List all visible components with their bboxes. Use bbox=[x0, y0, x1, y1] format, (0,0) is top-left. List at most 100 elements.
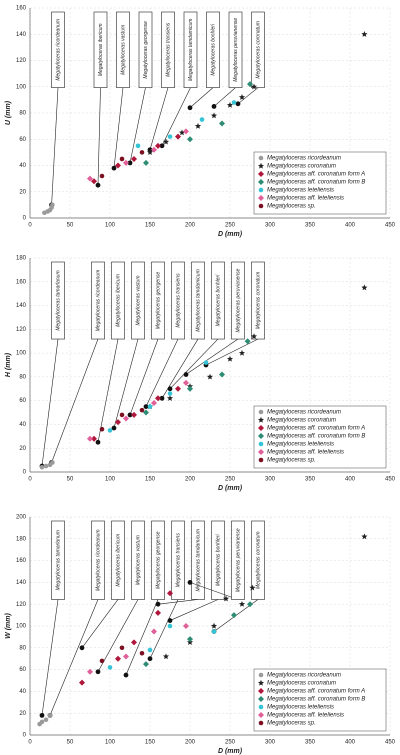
annotation-box bbox=[131, 261, 145, 340]
reference-point bbox=[159, 143, 165, 149]
point bbox=[87, 175, 93, 182]
legend-label: Megatyloceras ricordeanum bbox=[267, 410, 341, 416]
leader-line bbox=[189, 87, 214, 108]
legend-marker bbox=[258, 672, 264, 678]
point bbox=[155, 395, 161, 402]
point bbox=[167, 623, 173, 629]
legend-marker bbox=[258, 179, 264, 185]
legend-label: Megatyloceras coronatum bbox=[267, 681, 336, 687]
y-tick-label: 120 bbox=[16, 58, 27, 64]
legend-label: Megatyloceras aff. leteliensis bbox=[267, 196, 344, 202]
annotation-text: Megatyloceras transiens bbox=[175, 273, 181, 328]
annotation-text: Megatyloceras georgense bbox=[155, 272, 161, 330]
x-tick-label: 250 bbox=[225, 740, 236, 746]
point bbox=[222, 595, 230, 602]
legend-box bbox=[253, 151, 387, 215]
annotation-text: Megatyloceras transiens bbox=[175, 533, 181, 588]
annotation-text: Megatyloceras georgense bbox=[155, 531, 161, 589]
legend-marker bbox=[258, 195, 264, 201]
legend-label: Megatyloceras aff. coronatum form A bbox=[267, 426, 365, 432]
reference-point bbox=[187, 580, 193, 585]
y-axis-label: H (mm) bbox=[5, 352, 12, 377]
y-tick-label: 0 bbox=[23, 733, 27, 739]
leader-line bbox=[125, 599, 159, 676]
annotation-box bbox=[91, 520, 105, 600]
legend-marker bbox=[258, 720, 264, 726]
point bbox=[143, 409, 149, 416]
leader-line bbox=[169, 338, 219, 389]
annotation-text: Megatyloceras peruvianense bbox=[235, 528, 241, 592]
x-tick-label: 0 bbox=[28, 740, 32, 746]
legend-marker bbox=[258, 155, 264, 161]
point bbox=[167, 134, 173, 139]
leader-line bbox=[113, 338, 139, 429]
x-tick-label: 200 bbox=[185, 740, 196, 746]
annotation-text: Megatyloceras vastum bbox=[135, 276, 141, 326]
y-tick-label: 100 bbox=[16, 351, 27, 357]
point bbox=[183, 128, 189, 135]
x-tick-label: 150 bbox=[145, 740, 156, 746]
legend-label: Megatyloceras aff. coronatum form B bbox=[267, 697, 365, 703]
point bbox=[361, 284, 368, 291]
annotation-text: Megatyloceras ibericum bbox=[115, 274, 121, 327]
annotation-box bbox=[171, 261, 185, 340]
point bbox=[166, 395, 174, 401]
leader-line bbox=[51, 87, 59, 205]
x-tick-label: 50 bbox=[67, 477, 74, 483]
legend-box bbox=[253, 405, 387, 469]
y-tick-label: 20 bbox=[19, 189, 26, 195]
leader-line bbox=[169, 599, 219, 621]
point bbox=[219, 120, 225, 127]
legend-label: Megatyloceras leteliensis bbox=[267, 705, 334, 711]
annotation-box bbox=[151, 261, 165, 340]
annotation-text: Megatyloceras coronatum bbox=[255, 531, 261, 589]
point bbox=[39, 464, 45, 470]
legend-marker bbox=[258, 171, 264, 177]
x-tick-label: 350 bbox=[305, 223, 316, 229]
point bbox=[146, 149, 154, 155]
y-tick-label: 160 bbox=[16, 279, 27, 285]
annotation-box bbox=[228, 11, 243, 88]
point bbox=[123, 653, 129, 660]
leader-line bbox=[97, 338, 119, 443]
annotation-box bbox=[151, 520, 165, 600]
legend-marker bbox=[258, 704, 264, 710]
x-axis-label: D (mm) bbox=[218, 231, 243, 238]
annotation-box bbox=[138, 11, 153, 88]
legend-marker bbox=[258, 712, 264, 718]
annotation-text: Megatyloceras ibericum bbox=[98, 23, 104, 76]
leader-line bbox=[205, 338, 259, 366]
point bbox=[143, 159, 149, 166]
point bbox=[143, 661, 149, 668]
legend-label: Megatyloceras aff. coronatum form B bbox=[267, 180, 365, 186]
point bbox=[231, 100, 237, 105]
annotation-text: Megatyloceras peruvianense bbox=[235, 268, 241, 332]
reference-point bbox=[143, 404, 149, 410]
legend-label: Megatyloceras leteliensis bbox=[267, 442, 334, 448]
legend-marker bbox=[257, 416, 265, 423]
point bbox=[226, 101, 234, 108]
point bbox=[99, 658, 105, 664]
point bbox=[187, 136, 193, 143]
point bbox=[87, 435, 93, 442]
x-tick-label: 0 bbox=[28, 477, 32, 483]
x-tick-label: 150 bbox=[145, 477, 156, 483]
point bbox=[123, 415, 129, 422]
point bbox=[187, 636, 193, 643]
leader-line bbox=[49, 599, 99, 716]
x-tick-label: 350 bbox=[305, 477, 316, 483]
point bbox=[167, 590, 173, 597]
legend-marker bbox=[258, 409, 264, 415]
x-axis-label: D (mm) bbox=[218, 485, 243, 492]
y-tick-label: 40 bbox=[19, 163, 26, 169]
annotation-text: Megatyloceras vastum bbox=[120, 25, 126, 75]
point bbox=[115, 162, 121, 169]
leader-line bbox=[213, 87, 236, 107]
y-tick-label: 180 bbox=[16, 256, 27, 262]
annotation-box bbox=[51, 11, 65, 88]
reference-point bbox=[159, 395, 165, 401]
point bbox=[238, 94, 246, 100]
annotation-text: Megatyloceras ricordeanum bbox=[95, 270, 101, 332]
annotation-text: Megatyloceras georgense bbox=[143, 21, 149, 79]
